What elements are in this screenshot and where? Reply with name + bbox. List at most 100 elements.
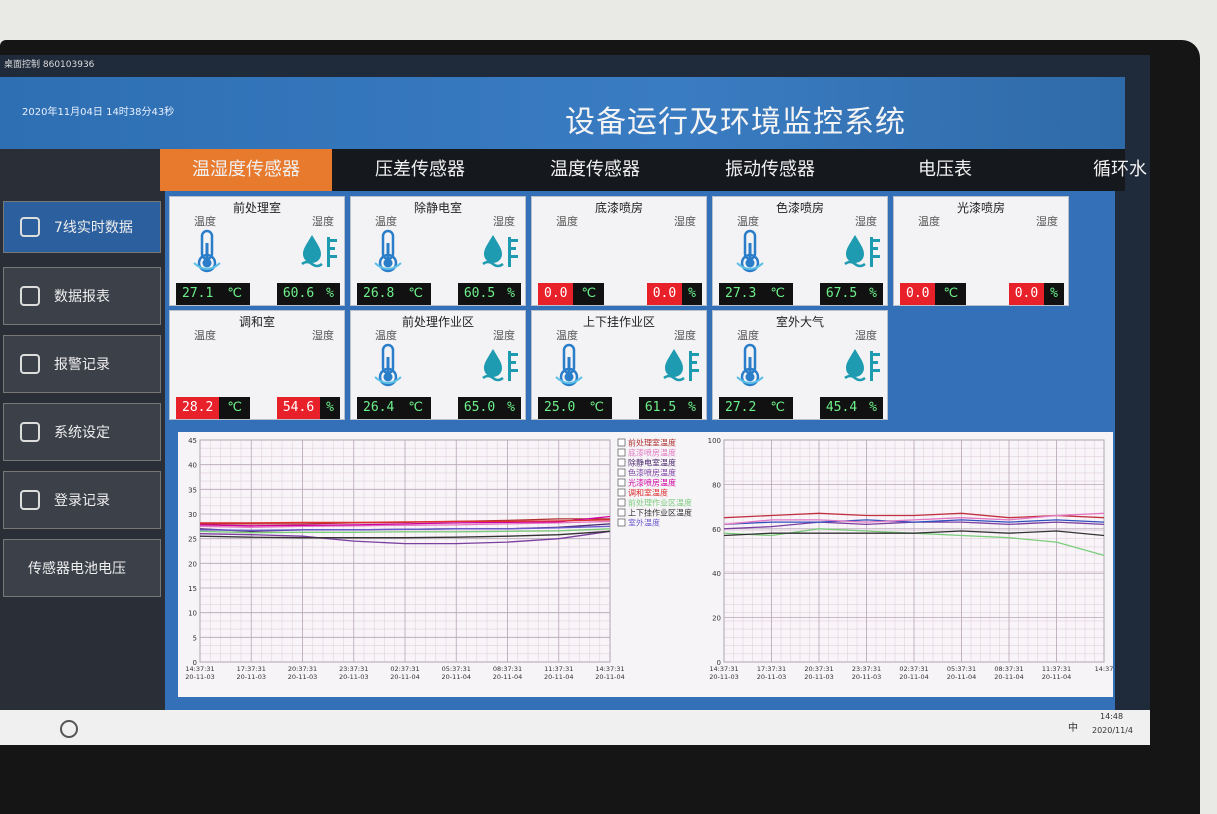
sidebar-label: 数据报表 bbox=[54, 289, 110, 305]
x-tick-date: 20-11-03 bbox=[757, 673, 787, 681]
sensor-name: 色漆喷房 bbox=[775, 201, 824, 215]
x-tick-date: 20-11-03 bbox=[709, 673, 739, 681]
legend-label: 除静电室温度 bbox=[628, 458, 676, 468]
x-tick-label: 17:37:31 bbox=[237, 665, 266, 673]
chart-panel: 0 20 40 60 80 100 14:37:31 20-11-03 17:37:31 20-1… bbox=[708, 432, 1113, 697]
legend-checkbox[interactable] bbox=[617, 458, 626, 467]
ime[interactable]: 中 bbox=[1068, 723, 1078, 734]
hum-value: 65.0 bbox=[463, 400, 496, 415]
x-tick-label: 14:37:31 bbox=[709, 665, 738, 673]
header: 2020年11月04日 14时38分43秒 设备运行及环境监控系统 bbox=[0, 77, 1125, 149]
y-tick-label: 0 bbox=[717, 659, 721, 667]
legend-checkbox[interactable] bbox=[617, 468, 626, 477]
x-tick-date: 20-11-03 bbox=[185, 673, 215, 681]
sidebar-button[interactable]: 报警记录 bbox=[3, 335, 161, 393]
temp-display: 26.4 ℃ bbox=[357, 397, 431, 419]
hum-display: 0.0% bbox=[1008, 283, 1064, 305]
legend-checkbox[interactable] bbox=[617, 518, 626, 527]
hum-value: 0.0 bbox=[1008, 283, 1045, 305]
legend-checkbox[interactable] bbox=[617, 498, 626, 507]
search-icon[interactable] bbox=[60, 720, 78, 738]
sidebar-label: 系统设定 bbox=[54, 425, 110, 441]
x-tick-label: 05:37:31 bbox=[442, 665, 471, 673]
temp-unit: ℃ bbox=[408, 400, 423, 415]
tab[interactable]: 电压表 bbox=[918, 159, 972, 180]
sensor-card: 色漆喷房 温度 湿度 27.3 ℃ 67.5% bbox=[712, 196, 888, 306]
x-tick-date: 20-11-04 bbox=[1042, 673, 1072, 681]
legend-checkbox[interactable] bbox=[617, 478, 626, 487]
sensor-card: 上下挂作业区 温度 湿度 25.0 ℃ 61.5% bbox=[531, 310, 707, 420]
series-line bbox=[200, 519, 611, 524]
hum-unit: % bbox=[326, 400, 334, 415]
legend-label: 光漆喷房温度 bbox=[628, 478, 676, 488]
series-line bbox=[723, 512, 1105, 519]
sensor-card: 室外大气 温度 湿度 27.2 ℃ 45.4% bbox=[712, 310, 888, 420]
sidebar-button[interactable]: 系统设定 bbox=[3, 403, 161, 461]
hum-display: 60.5% bbox=[457, 283, 521, 305]
hum-unit: % bbox=[869, 286, 877, 301]
temp-label: 温度 bbox=[194, 215, 216, 228]
chart-panel: 0 5 10 15 20 25 30 35 40 45 14:37:31 20-11-03 17:37:… bbox=[178, 432, 708, 697]
hum-display: 54.6% bbox=[276, 397, 340, 419]
temp-label: 温度 bbox=[556, 215, 578, 228]
tab[interactable]: 温湿度传感器 bbox=[160, 149, 332, 191]
legend-checkbox[interactable] bbox=[617, 448, 626, 457]
temp-display: 27.2 ℃ bbox=[719, 397, 793, 419]
temp-unit: ℃ bbox=[770, 400, 785, 415]
hum-label: 湿度 bbox=[855, 329, 877, 342]
legend-checkbox[interactable] bbox=[617, 438, 626, 447]
thermometer-icon bbox=[552, 343, 586, 391]
hum-display: 61.5% bbox=[638, 397, 702, 419]
legend-checkbox[interactable] bbox=[617, 508, 626, 517]
date: 2020/11/4 bbox=[1092, 726, 1134, 735]
sidebar-button[interactable]: 传感器电池电压 bbox=[3, 539, 161, 597]
y-tick-label: 100 bbox=[708, 437, 721, 445]
temp-value: 27.3 bbox=[725, 286, 757, 301]
tab[interactable]: 温度传感器 bbox=[550, 159, 640, 180]
temp-label: 温度 bbox=[194, 329, 216, 342]
series-line bbox=[723, 530, 1105, 537]
x-tick-label: 14:37 bbox=[1095, 665, 1113, 673]
sidebar-label: 7线实时数据 bbox=[54, 220, 133, 236]
tab[interactable]: 振动传感器 bbox=[725, 159, 815, 180]
series-line bbox=[723, 512, 1105, 526]
temp-value: 28.2 bbox=[176, 397, 220, 419]
app-title: 设备运行及环境监控系统 bbox=[565, 105, 906, 140]
chart: 02040608010014:37:3120-11-0317:37:3120-1… bbox=[708, 437, 1114, 681]
temp-value: 26.8 bbox=[363, 286, 395, 301]
x-tick-label: 02:37:31 bbox=[390, 665, 419, 673]
sidebar-button[interactable]: 7线实时数据 bbox=[3, 201, 161, 253]
temp-display: 0.0 ℃ bbox=[538, 283, 605, 305]
sensor-card: 调和室 温度 湿度 28.2 ℃ 54.6% bbox=[169, 310, 345, 420]
sidebar-icon bbox=[20, 490, 40, 510]
x-tick-label: 11:37:31 bbox=[1042, 665, 1071, 673]
sidebar-button[interactable]: 登录记录 bbox=[3, 471, 161, 529]
x-tick-label: 23:37:31 bbox=[339, 665, 368, 673]
x-tick-label: 20:37:31 bbox=[288, 665, 317, 673]
series-line bbox=[723, 519, 1105, 526]
temp-display: 28.2 ℃ bbox=[176, 397, 250, 419]
hum-display: 65.0% bbox=[457, 397, 521, 419]
tab[interactable]: 压差传感器 bbox=[375, 159, 465, 180]
temp-label: 温度 bbox=[737, 215, 759, 228]
sensor-card: 除静电室 温度 湿度 26.8 ℃ 60.5% bbox=[350, 196, 526, 306]
temp-unit: ℃ bbox=[227, 286, 242, 301]
hum-value: 45.4 bbox=[825, 400, 858, 415]
x-tick-label: 23:37:31 bbox=[852, 665, 881, 673]
legend-checkbox[interactable] bbox=[617, 488, 626, 497]
thermometer-icon bbox=[371, 229, 405, 277]
chart: 05101520253035404514:37:3120-11-0317:37:… bbox=[185, 437, 692, 681]
hum-label: 湿度 bbox=[493, 329, 515, 342]
sidebar-button[interactable]: 数据报表 bbox=[3, 267, 161, 325]
sensor-card: 前处理室 温度 湿度 27.1 ℃ 60.6% bbox=[169, 196, 345, 306]
hum-label: 湿度 bbox=[674, 329, 696, 342]
temp-label: 温度 bbox=[375, 329, 397, 342]
humidity-icon bbox=[300, 231, 340, 275]
y-tick-label: 25 bbox=[188, 536, 197, 544]
temp-value: 26.4 bbox=[363, 400, 395, 415]
thermometer-icon bbox=[371, 343, 405, 391]
temp-unit: ℃ bbox=[581, 286, 597, 301]
hum-value: 54.6 bbox=[276, 397, 321, 419]
tab[interactable]: 循环水 bbox=[1093, 159, 1147, 180]
